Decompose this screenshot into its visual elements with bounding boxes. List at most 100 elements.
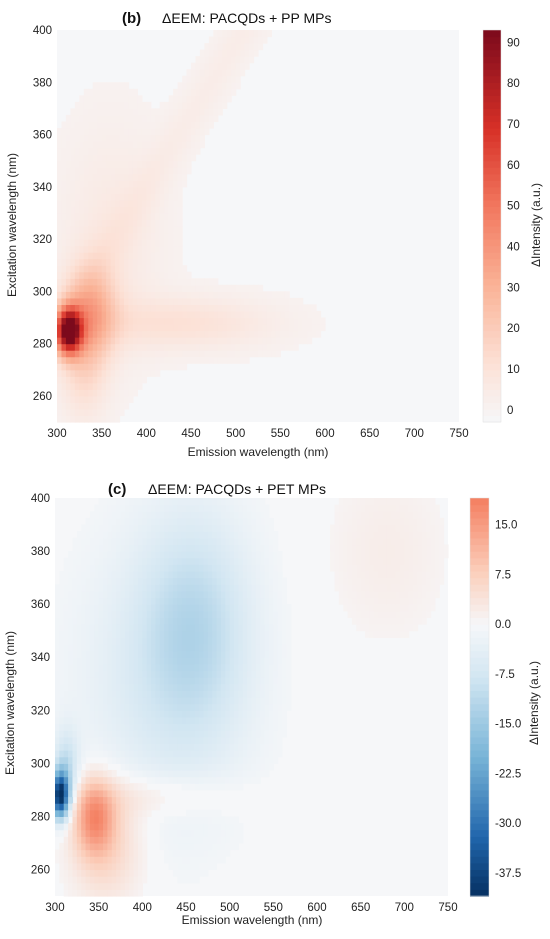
- heatmap-cell: [81, 637, 87, 645]
- heatmap-cell: [177, 769, 183, 778]
- heatmap-cell: [164, 842, 170, 851]
- heatmap-cell: [150, 363, 156, 371]
- heatmap-cell: [132, 160, 138, 168]
- heatmap-cell: [120, 796, 126, 804]
- heatmap-cell: [168, 624, 174, 632]
- heatmap-cell: [195, 147, 201, 155]
- heatmap-cell: [107, 703, 113, 711]
- heatmap-cell: [72, 816, 78, 824]
- heatmap-cell: [150, 265, 156, 273]
- heatmap-cell: [255, 498, 261, 506]
- heatmap-cell: [79, 232, 85, 240]
- heatmap-cell: [159, 245, 165, 253]
- heatmap-cell: [195, 134, 201, 142]
- heatmap-cell: [74, 389, 80, 397]
- heatmap-cell: [212, 663, 218, 672]
- heatmap-cell: [146, 258, 152, 266]
- heatmap-cell: [55, 849, 60, 857]
- heatmap-cell: [399, 524, 405, 532]
- heatmap-cell: [116, 584, 122, 592]
- heatmap-cell: [220, 677, 226, 685]
- heatmap-cell: [164, 544, 170, 552]
- heatmap-cell: [83, 180, 89, 188]
- heatmap-cell: [172, 862, 178, 871]
- heatmap-cell: [199, 570, 205, 579]
- heatmap-cell: [83, 376, 89, 384]
- heatmap-cell: [88, 284, 94, 292]
- heatmap-cell: [137, 630, 143, 638]
- heatmap-cell: [70, 363, 76, 371]
- heatmap-cell: [137, 310, 143, 319]
- heatmap-cell: [76, 723, 82, 731]
- heatmap-cell: [150, 317, 156, 325]
- heatmap-cell: [155, 796, 161, 804]
- heatmap-cell: [360, 617, 366, 625]
- heatmap-cell: [280, 317, 286, 325]
- heatmap-cell: [61, 193, 67, 201]
- heatmap-cell: [226, 350, 232, 358]
- heatmap-cell: [181, 617, 187, 625]
- heatmap-cell: [181, 690, 187, 698]
- heatmap-cell: [226, 75, 232, 83]
- heatmap-cell: [234, 504, 239, 512]
- heatmap-cell: [128, 382, 134, 390]
- heatmap-cell: [155, 265, 161, 273]
- heatmap-cell: [103, 763, 108, 771]
- heatmap-cell: [240, 30, 246, 38]
- heatmap-cell: [251, 584, 257, 592]
- heatmap-cell: [235, 43, 241, 51]
- heatmap-cell: [70, 108, 76, 116]
- heatmap-cell: [97, 363, 103, 371]
- heatmap-cell: [268, 537, 274, 546]
- heatmap-cell: [190, 697, 196, 705]
- heatmap-cell: [199, 869, 205, 877]
- heatmap-cell: [79, 363, 85, 371]
- heatmap-cell: [55, 750, 60, 758]
- heatmap-cell: [107, 803, 113, 811]
- heatmap-cell: [247, 769, 253, 778]
- heatmap-cell: [194, 856, 200, 864]
- heatmap-cell: [119, 193, 125, 201]
- heatmap-cell: [124, 789, 130, 798]
- heatmap-cell: [120, 590, 126, 599]
- heatmap-cell: [129, 703, 135, 711]
- heatmap-cell: [137, 517, 143, 526]
- heatmap-cell: [190, 716, 196, 725]
- heatmap-cell: [273, 590, 279, 599]
- heatmap-cell: [164, 356, 170, 364]
- heatmap-cell: [164, 284, 170, 292]
- heatmap-cell: [65, 160, 71, 168]
- heatmap-cell: [133, 756, 139, 764]
- heatmap-cell: [212, 716, 218, 725]
- heatmap-cell: [217, 95, 223, 103]
- heatmap-cell: [258, 304, 264, 312]
- heatmap-cell: [119, 291, 125, 299]
- heatmap-cell: [137, 95, 143, 103]
- heatmap-cell: [63, 803, 69, 811]
- heatmap-cell: [159, 650, 165, 658]
- heatmap-cell: [72, 537, 78, 546]
- heatmap-cell: [76, 710, 82, 718]
- heatmap-cell: [168, 271, 174, 279]
- heatmap-cell: [57, 199, 63, 207]
- heatmap-cell: [146, 557, 152, 565]
- heatmap-cell: [222, 101, 228, 109]
- heatmap-cell: [142, 842, 148, 851]
- heatmap-cell: [124, 829, 130, 837]
- heatmap-cell: [365, 544, 370, 552]
- heatmap-cell: [159, 537, 165, 546]
- heatmap-cell: [231, 337, 237, 345]
- heatmap-cell: [137, 617, 143, 625]
- colorbar-segment: [483, 88, 501, 96]
- heatmap-cell: [98, 803, 104, 811]
- heatmap-cell: [266, 317, 272, 325]
- heatmap-cell: [159, 531, 165, 539]
- heatmap-cell: [168, 265, 174, 273]
- heatmap-cell: [204, 108, 210, 116]
- heatmap-cell: [186, 537, 191, 546]
- heatmap-cell: [172, 570, 178, 579]
- heatmap-cell: [234, 498, 239, 506]
- heatmap-cell: [72, 789, 78, 798]
- heatmap-cell: [338, 570, 344, 579]
